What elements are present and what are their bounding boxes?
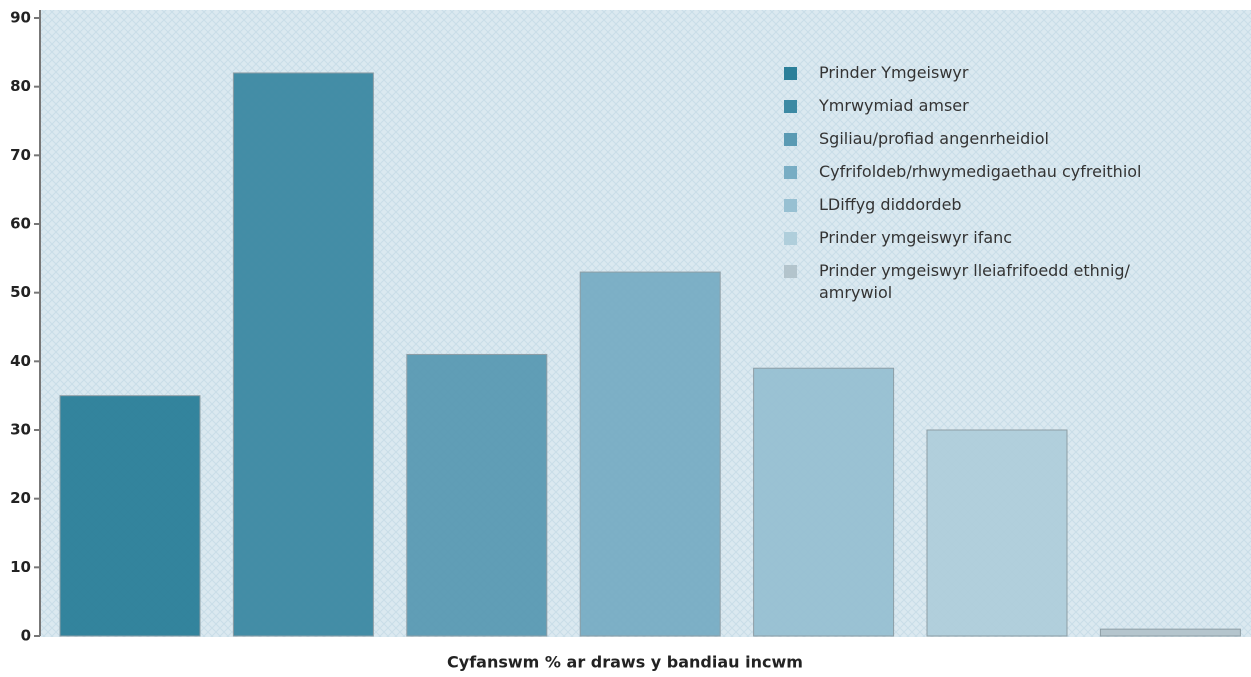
y-tick-label: 20 xyxy=(10,489,31,507)
legend-item: Cyfrifoldeb/rhwymedigaethau cyfreithiol xyxy=(782,161,1162,183)
y-tick-label: 40 xyxy=(10,352,31,370)
legend-item: Prinder Ymgeiswyr xyxy=(782,62,1162,84)
legend-label: Prinder ymgeiswyr lleiafrifoedd ethnig/ … xyxy=(819,261,1130,302)
y-tick-label: 50 xyxy=(10,283,31,301)
legend-label: Ymrwymiad amser xyxy=(819,96,969,115)
y-tick-label: 0 xyxy=(21,627,31,645)
bar xyxy=(579,271,721,637)
legend-swatch xyxy=(784,265,797,278)
legend-swatch xyxy=(784,166,797,179)
legend-item: Prinder ymgeiswyr ifanc xyxy=(782,227,1162,249)
bar xyxy=(406,353,548,637)
legend-label: Prinder Ymgeiswyr xyxy=(819,63,969,82)
legend-swatch xyxy=(784,199,797,212)
legend-swatch xyxy=(784,100,797,113)
bar xyxy=(753,367,895,637)
y-tick-label: 10 xyxy=(10,558,31,576)
legend-swatch xyxy=(784,232,797,245)
legend-swatch xyxy=(784,133,797,146)
legend-item: Ymrwymiad amser xyxy=(782,95,1162,117)
legend-label: LDiffyg diddordeb xyxy=(819,195,962,214)
bar xyxy=(232,72,374,637)
legend-item: Prinder ymgeiswyr lleiafrifoedd ethnig/ … xyxy=(782,260,1162,304)
legend-label: Prinder ymgeiswyr ifanc xyxy=(819,228,1013,247)
legend-swatch xyxy=(784,67,797,80)
legend-item: LDiffyg diddordeb xyxy=(782,194,1162,216)
legend-label: Cyfrifoldeb/rhwymedigaethau cyfreithiol xyxy=(819,162,1142,181)
bar xyxy=(1099,628,1241,637)
y-tick-label: 60 xyxy=(10,215,31,233)
legend-item: Sgiliau/profiad angenrheidiol xyxy=(782,128,1162,150)
y-tick-label: 80 xyxy=(10,77,31,95)
y-tick-label: 70 xyxy=(10,146,31,164)
y-tick-label: 90 xyxy=(10,9,31,27)
bar xyxy=(926,429,1068,637)
legend-label: Sgiliau/profiad angenrheidiol xyxy=(819,129,1049,148)
bar xyxy=(59,395,201,637)
legend: Prinder Ymgeiswyr Ymrwymiad amser Sgiliau/… xyxy=(782,62,1162,315)
y-tick-label: 30 xyxy=(10,421,31,439)
x-axis-title: Cyfanswm % ar draws y bandiau incwm xyxy=(447,653,803,672)
